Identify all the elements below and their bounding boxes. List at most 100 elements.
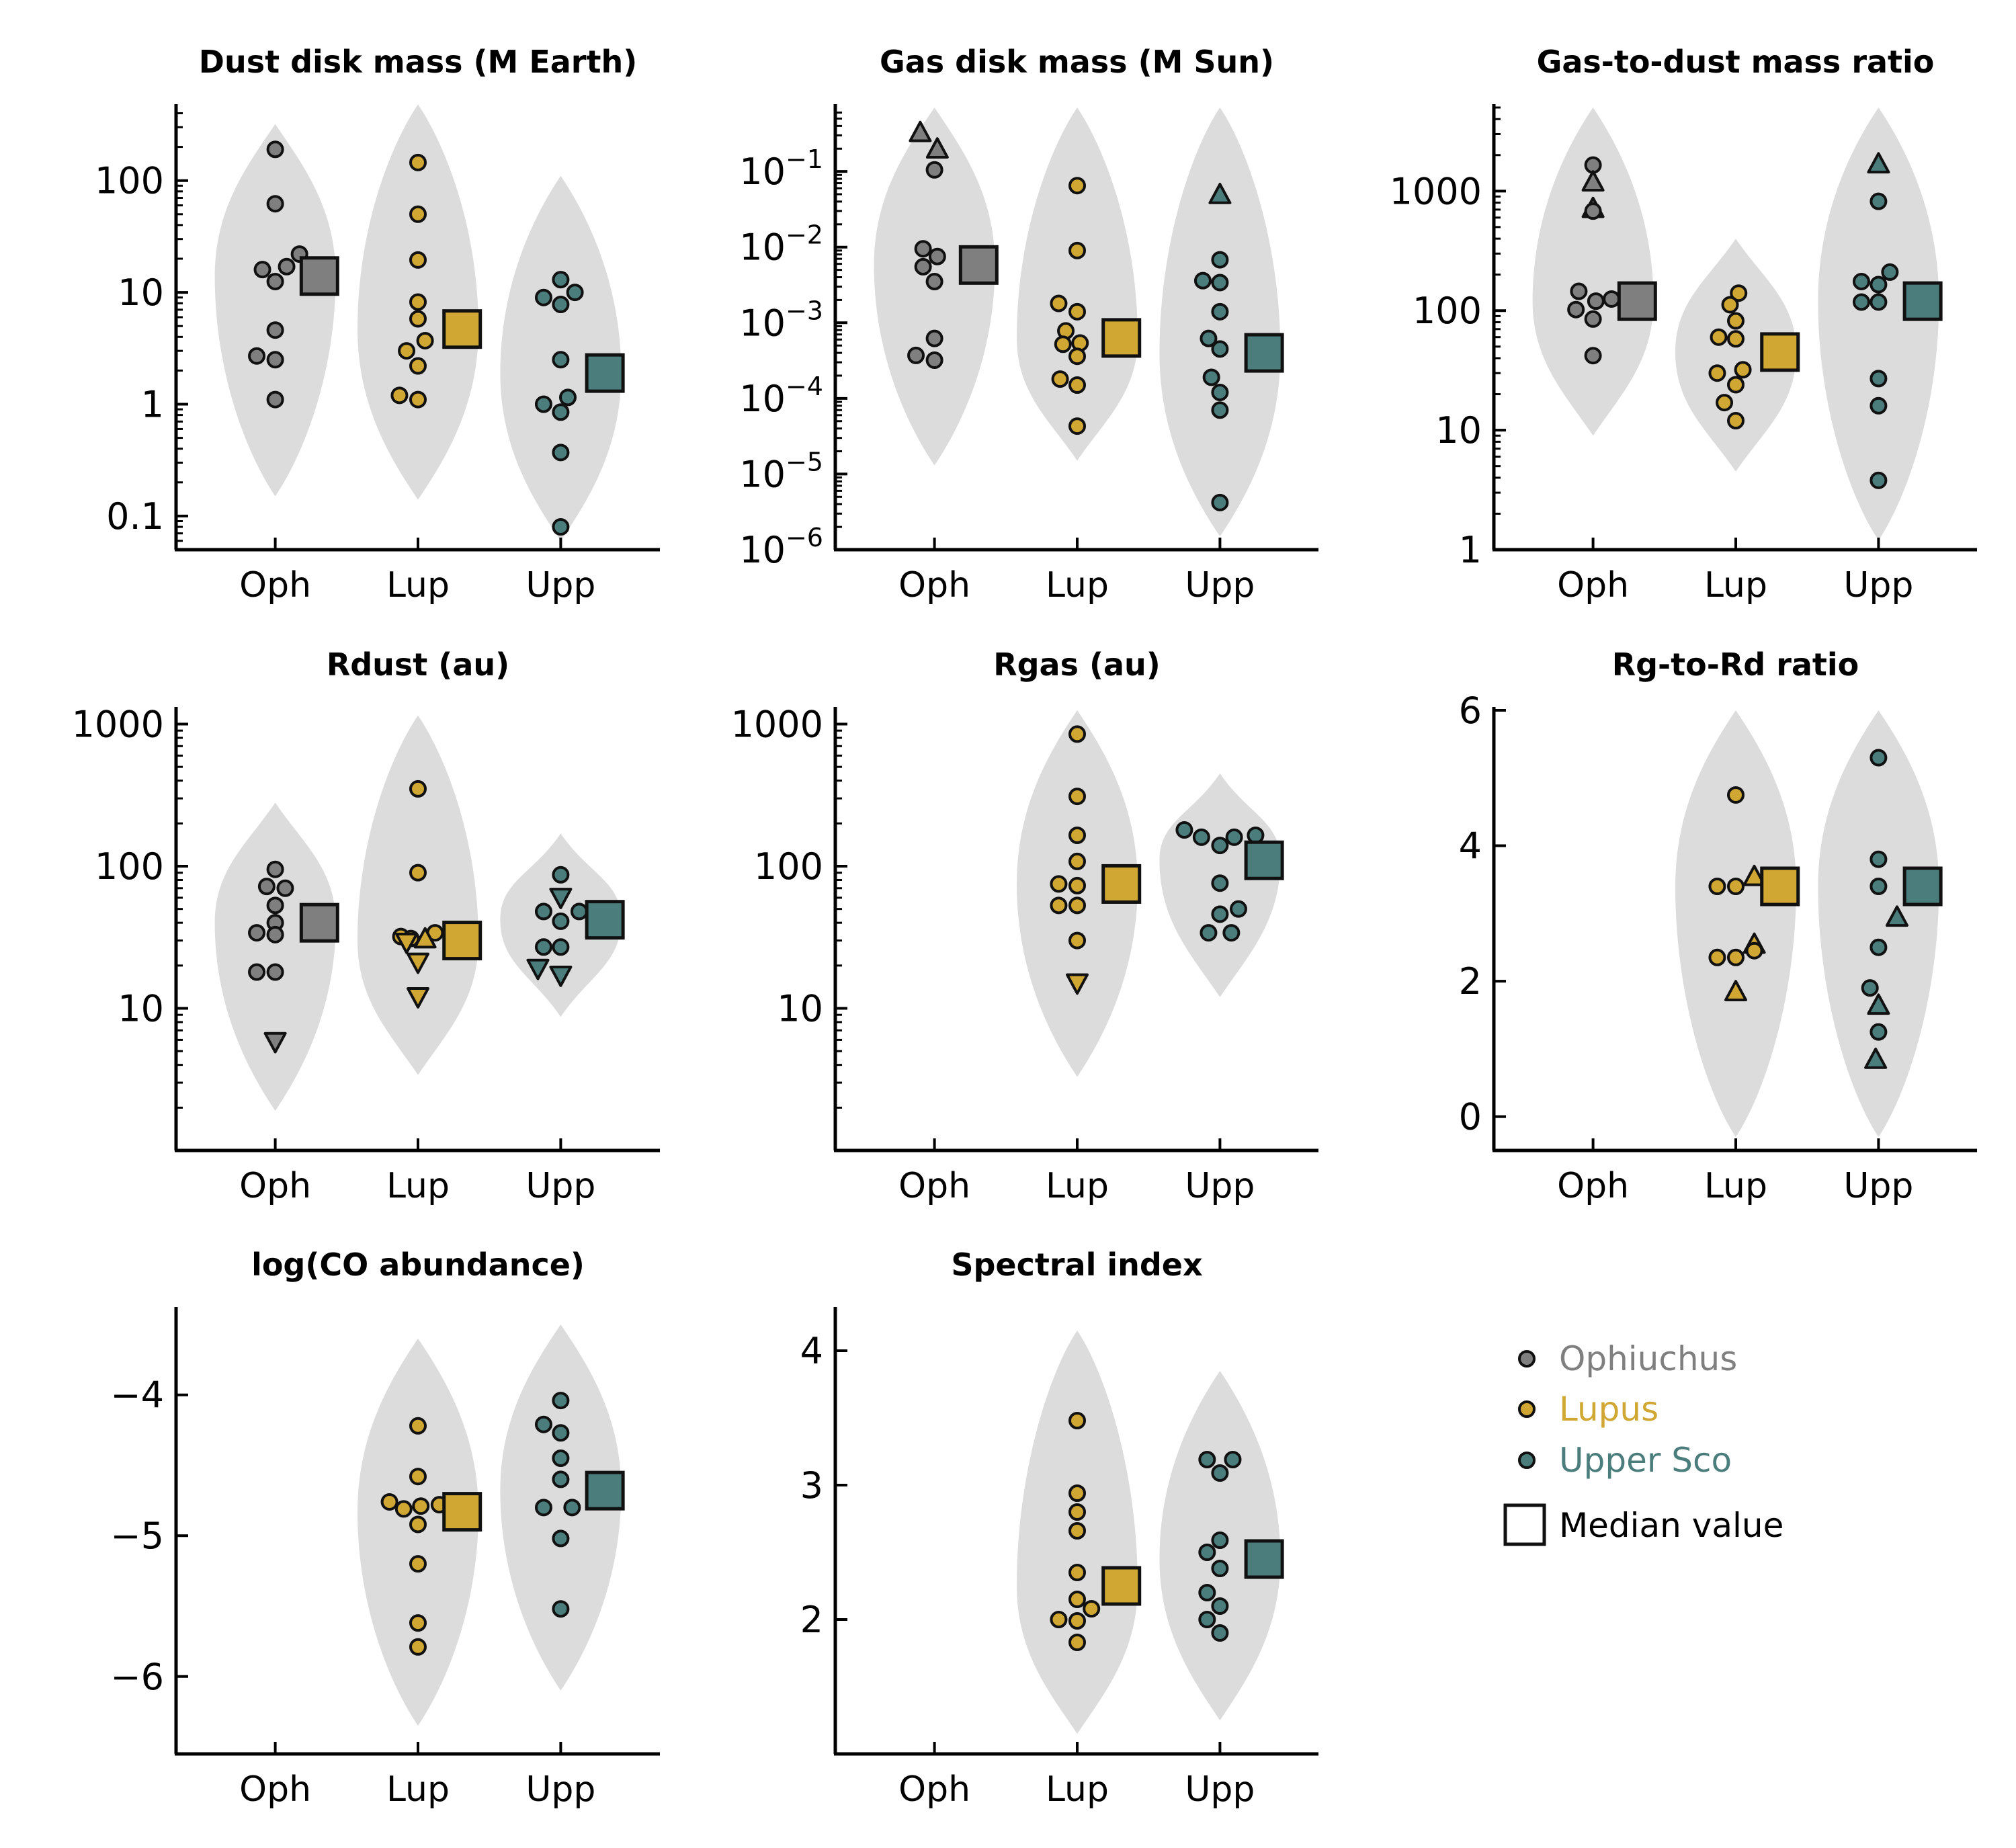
upper-limit-point-upp bbox=[549, 966, 573, 987]
data-point-oph bbox=[1584, 202, 1602, 220]
median-marker-lup bbox=[442, 309, 482, 349]
data-point-upp bbox=[1870, 396, 1888, 415]
data-point-lup bbox=[1734, 361, 1752, 379]
data-point-upp bbox=[1870, 749, 1888, 767]
upper-limit-point-lup bbox=[395, 932, 419, 954]
median-marker-upp bbox=[585, 900, 625, 940]
data-point-upp bbox=[552, 1392, 570, 1410]
x-tick-label: Lup bbox=[386, 1166, 450, 1206]
data-point-lup bbox=[1068, 177, 1086, 195]
data-point-upp bbox=[1198, 1451, 1216, 1468]
y-tick-label: 100 bbox=[1413, 290, 1482, 332]
legend-marker bbox=[1518, 1452, 1536, 1469]
data-point-lup bbox=[394, 1500, 413, 1518]
data-point-oph bbox=[907, 346, 925, 364]
violin-upp bbox=[1818, 108, 1939, 540]
data-point-oph bbox=[925, 161, 943, 179]
data-point-lup bbox=[380, 1493, 398, 1511]
upper-limit-point-oph bbox=[263, 1032, 287, 1054]
data-point-upp bbox=[552, 296, 570, 314]
data-point-lup bbox=[1708, 364, 1726, 382]
data-point-oph bbox=[257, 878, 276, 896]
y-tick-label: 10 bbox=[118, 271, 164, 314]
legend-median-marker bbox=[1503, 1503, 1546, 1546]
data-point-lup bbox=[409, 390, 427, 409]
data-point-oph bbox=[925, 329, 943, 347]
data-point-lup bbox=[1083, 1600, 1101, 1618]
median-marker-oph bbox=[299, 256, 339, 296]
data-point-upp bbox=[566, 284, 584, 302]
x-tick-label: Upp bbox=[526, 1166, 595, 1206]
median-marker-upp bbox=[1902, 281, 1943, 321]
y-tick-label: 10−6 bbox=[739, 523, 823, 571]
data-point-upp bbox=[1870, 192, 1888, 210]
lower-limit-point-lup bbox=[413, 927, 437, 949]
median-marker-upp bbox=[585, 1470, 625, 1511]
data-point-upp bbox=[563, 1499, 581, 1517]
data-point-lup bbox=[409, 251, 427, 269]
data-point-lup bbox=[1745, 941, 1763, 960]
data-point-oph bbox=[266, 321, 284, 339]
data-point-lup bbox=[409, 1638, 427, 1656]
lower-limit-point-oph bbox=[909, 120, 932, 142]
data-point-oph bbox=[278, 257, 296, 276]
data-point-upp bbox=[1229, 900, 1247, 918]
data-point-lup bbox=[409, 1468, 427, 1486]
data-point-oph bbox=[276, 879, 294, 897]
data-point-lup bbox=[409, 1515, 427, 1534]
y-tick-label: 1000 bbox=[72, 703, 164, 745]
data-point-lup bbox=[1068, 1503, 1086, 1521]
data-point-upp bbox=[1198, 1544, 1216, 1561]
data-point-lup bbox=[1716, 394, 1734, 412]
data-point-lup bbox=[1068, 347, 1086, 366]
median-marker-lup bbox=[442, 1492, 482, 1532]
upper-limit-point-lup bbox=[1066, 973, 1089, 995]
data-point-oph bbox=[266, 195, 284, 213]
data-point-lup bbox=[409, 310, 427, 328]
data-point-upp bbox=[1870, 293, 1888, 311]
data-point-lup bbox=[409, 205, 427, 223]
data-point-upp bbox=[1202, 368, 1220, 386]
y-tick-label: −4 bbox=[110, 1374, 164, 1417]
panel-1: Dust disk mass (M Earth) 0.1 1 10 100 Oph Lup U… bbox=[95, 44, 660, 605]
data-point-oph bbox=[266, 351, 284, 369]
y-tick-label: 10−5 bbox=[739, 447, 823, 495]
data-point-lup bbox=[1068, 896, 1086, 915]
x-tick-label: Oph bbox=[1557, 1166, 1629, 1206]
median-marker-lup bbox=[442, 921, 482, 961]
data-point-upp bbox=[552, 1470, 570, 1488]
panel-6: Rg-to-Rd ratio 0 2 4 6 Oph Lup Upp bbox=[1459, 646, 1977, 1206]
data-point-upp bbox=[1211, 340, 1229, 358]
legend-label-median: Median value bbox=[1559, 1506, 1783, 1545]
y-tick-label: 10−1 bbox=[739, 144, 823, 193]
median-marker-lup bbox=[1101, 318, 1142, 358]
data-point-upp bbox=[552, 912, 570, 930]
data-point-upp bbox=[1870, 370, 1888, 388]
data-point-lup bbox=[1068, 788, 1086, 806]
data-point-oph bbox=[266, 390, 284, 409]
data-point-oph bbox=[266, 925, 284, 943]
data-point-lup bbox=[1068, 1634, 1086, 1651]
data-point-upp bbox=[1211, 383, 1229, 401]
data-point-lup bbox=[1727, 948, 1745, 966]
median-marker-upp bbox=[1902, 866, 1943, 907]
violin-lup bbox=[1675, 239, 1796, 472]
violin-lup bbox=[1675, 710, 1796, 1137]
y-tick-label: 1000 bbox=[731, 703, 823, 745]
data-point-lup bbox=[1068, 302, 1086, 321]
x-tick-label: Oph bbox=[239, 1769, 311, 1810]
data-point-lup bbox=[1068, 852, 1086, 870]
data-point-upp bbox=[1211, 251, 1229, 269]
median-marker-lup bbox=[1760, 866, 1800, 907]
violin-upp bbox=[500, 1324, 622, 1691]
lower-limit-point-lup bbox=[1724, 980, 1747, 1001]
data-point-lup bbox=[416, 331, 434, 349]
data-point-lup bbox=[1708, 878, 1726, 895]
data-point-lup bbox=[409, 293, 427, 311]
data-point-upp bbox=[552, 444, 570, 462]
y-tick-label: 10 bbox=[777, 987, 823, 1030]
data-point-lup bbox=[1068, 241, 1086, 259]
data-point-lup bbox=[1050, 875, 1068, 893]
legend-marker bbox=[1518, 1400, 1536, 1418]
y-tick-label: 10−4 bbox=[739, 372, 823, 420]
